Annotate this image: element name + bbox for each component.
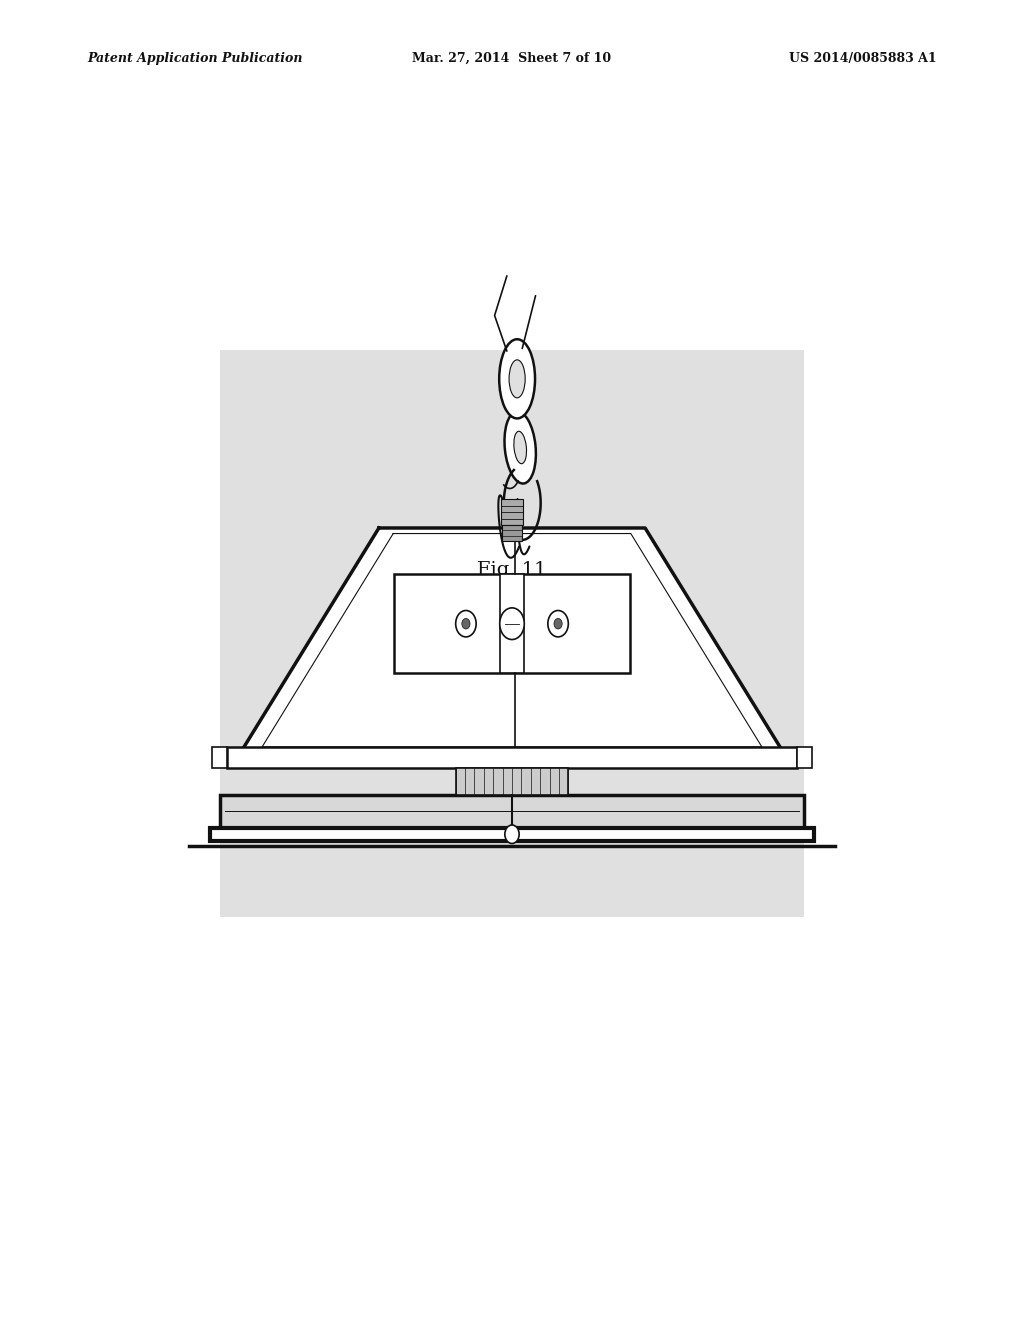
Polygon shape [241, 528, 783, 752]
Bar [394, 574, 630, 673]
Bar [501, 499, 523, 525]
Circle shape [505, 825, 519, 843]
Text: US 2014/0085883 A1: US 2014/0085883 A1 [790, 51, 937, 65]
Bar [220, 795, 804, 828]
Bar [456, 768, 568, 795]
Circle shape [462, 618, 470, 630]
Text: Mar. 27, 2014  Sheet 7 of 10: Mar. 27, 2014 Sheet 7 of 10 [413, 51, 611, 65]
Circle shape [548, 610, 568, 638]
Ellipse shape [500, 339, 535, 418]
Ellipse shape [505, 412, 536, 483]
Bar [220, 350, 804, 917]
Bar [227, 747, 797, 768]
Bar [212, 747, 227, 768]
Text: Patent Application Publication: Patent Application Publication [87, 51, 302, 65]
Circle shape [554, 618, 562, 630]
Circle shape [456, 610, 476, 638]
Ellipse shape [514, 432, 526, 463]
Bar [502, 525, 522, 541]
Bar [500, 574, 524, 673]
Text: Fig. 11: Fig. 11 [477, 561, 547, 579]
Bar [210, 828, 814, 841]
Bar [797, 747, 812, 768]
Ellipse shape [509, 360, 525, 397]
Circle shape [500, 607, 524, 640]
